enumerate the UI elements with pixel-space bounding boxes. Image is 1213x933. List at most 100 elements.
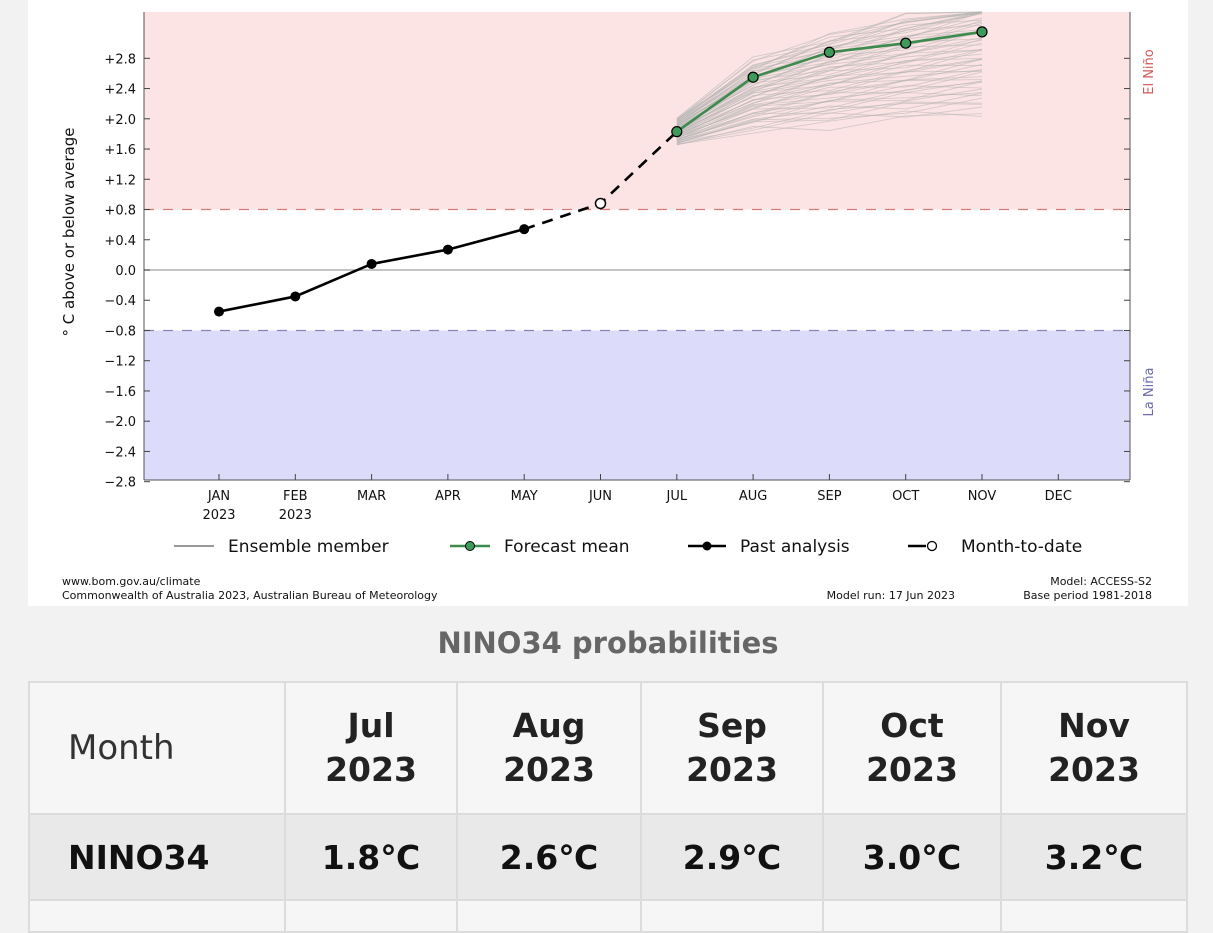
past-analysis-point xyxy=(442,244,453,255)
footer-base-period: Base period 1981-2018 xyxy=(1023,589,1152,602)
legend-label: Month-to-date xyxy=(961,537,1082,557)
y-tick-label: +0.4 xyxy=(104,234,136,249)
probabilities-title: NINO34 probabilities xyxy=(437,626,779,660)
empty-cell xyxy=(822,899,1002,933)
chart-panel: +2.8 +2.4 +2.0 +1.6 +1.2 +0.8 +0.4 0.0 −0.4 −0.8 −… xyxy=(28,0,1188,606)
past-analysis-point xyxy=(519,224,530,235)
ensemble-member-line xyxy=(676,11,983,120)
empty-cell xyxy=(284,899,458,933)
value-jul: 1.8℃ xyxy=(284,813,458,901)
legend-forecast-marker xyxy=(465,541,475,551)
y-tick-label: +0.8 xyxy=(104,204,136,219)
month-to-date-point xyxy=(594,197,607,210)
legend-label: Forecast mean xyxy=(504,537,630,557)
y-tick-label: +2.4 xyxy=(104,83,136,98)
nino34-row-label: NINO34 xyxy=(28,813,286,901)
past-analysis-point xyxy=(214,306,224,317)
table-row: NINO34 1.8℃ 2.6℃ 2.9℃ 3.0℃ 3.2℃ xyxy=(28,813,1188,901)
value-nov: 3.2℃ xyxy=(1000,813,1188,901)
value-aug: 2.6℃ xyxy=(456,813,642,901)
x-tick-label: MAY xyxy=(511,489,538,504)
la-nina-region xyxy=(144,330,1130,480)
value-oct: 3.0℃ xyxy=(822,813,1002,901)
y-tick-label: +1.6 xyxy=(104,143,136,158)
col-header-nov: Nov 2023 xyxy=(1000,681,1188,815)
ensemble-member-line xyxy=(676,71,983,140)
x-tick-label: APR xyxy=(435,489,461,504)
ensemble-member-line xyxy=(676,53,983,134)
footer-model: Model: ACCESS-S2 xyxy=(1050,575,1152,588)
x-tick-label: SEP xyxy=(817,489,841,504)
legend-label: Past analysis xyxy=(740,537,850,557)
probabilities-table: Month Jul 2023 Aug 2023 Sep 2023 Oct 2023 No… xyxy=(28,681,1188,933)
y-tick-label: −2.8 xyxy=(104,476,136,491)
col-header-oct: Oct 2023 xyxy=(822,681,1002,815)
ensemble-member-line xyxy=(676,11,983,119)
y-tick-label: −1.6 xyxy=(104,385,136,400)
y-tick-label: +2.0 xyxy=(104,113,136,128)
empty-cell xyxy=(640,899,824,933)
legend-past-marker xyxy=(702,541,712,551)
past-analysis-point xyxy=(366,258,377,269)
x-tick-label: NOV xyxy=(968,489,997,504)
forecast-mean-point xyxy=(976,26,988,38)
ensemble-member-line xyxy=(676,11,983,120)
nino34-forecast-chart: +2.8 +2.4 +2.0 +1.6 +1.2 +0.8 +0.4 0.0 −0.4 −0.8 −… xyxy=(60,11,1157,602)
table-header-row: Month Jul 2023 Aug 2023 Sep 2023 Oct 2023 No… xyxy=(28,681,1188,815)
footer-copyright: Commonwealth of Australia 2023, Australi… xyxy=(62,589,438,602)
y-axis-label: ° C above or below average xyxy=(60,128,78,337)
y-tick-label: −2.0 xyxy=(104,415,136,430)
la-nina-label: La Niña xyxy=(1142,368,1157,417)
x-tick-label: FEB xyxy=(283,489,308,504)
y-tick-label: 0.0 xyxy=(115,264,136,279)
x-tick-year-label: 2023 xyxy=(279,508,312,523)
footer-site: www.bom.gov.au/climate xyxy=(62,575,201,588)
x-tick-label: JUN xyxy=(588,489,612,504)
x-tick-label: MAR xyxy=(357,489,386,504)
y-tick-label: +2.8 xyxy=(104,52,136,67)
y-tick-label: +1.2 xyxy=(104,173,136,188)
forecast-mean-point xyxy=(823,46,836,58)
el-nino-label: El Niño xyxy=(1142,49,1157,95)
y-tick-label: −0.8 xyxy=(104,324,136,339)
ensemble-member-line xyxy=(676,42,983,133)
el-nino-region xyxy=(144,12,1130,210)
y-tick-label: −1.2 xyxy=(104,355,136,370)
empty-cell xyxy=(28,899,286,933)
y-tick-label: −0.4 xyxy=(104,294,136,309)
ensemble-member-line xyxy=(676,79,983,139)
ensemble-member-line xyxy=(676,80,983,140)
x-tick-label: JUL xyxy=(666,489,688,504)
forecast-mean-point xyxy=(671,126,683,138)
past-analysis-point xyxy=(290,291,301,302)
x-tick-label: DEC xyxy=(1045,489,1072,504)
col-header-sep: Sep 2023 xyxy=(640,681,824,815)
x-tick-label: AUG xyxy=(739,489,767,504)
ensemble-member-line xyxy=(676,39,983,130)
empty-cell xyxy=(1000,899,1188,933)
ensemble-member-line xyxy=(676,70,983,137)
ensemble-member-line xyxy=(676,76,983,139)
forecast-mean-point xyxy=(900,37,912,49)
x-tick-label: JAN xyxy=(207,489,230,504)
ensemble-member-line xyxy=(676,58,983,136)
forecast-mean-point xyxy=(747,71,759,83)
month-header: Month xyxy=(28,681,286,815)
ensemble-member-line xyxy=(676,110,983,145)
empty-cell xyxy=(456,899,642,933)
x-tick-year-label: 2023 xyxy=(202,508,235,523)
legend-mtd-marker xyxy=(926,540,938,552)
y-tick-label: −2.4 xyxy=(104,445,136,460)
value-sep: 2.9℃ xyxy=(640,813,824,901)
ensemble-member-line xyxy=(676,92,983,142)
ensemble-member-line xyxy=(676,81,983,141)
ensemble-member-line xyxy=(676,88,983,143)
ensemble-member-line xyxy=(676,57,983,134)
table-row xyxy=(28,899,1188,933)
footer-model-run: Model run: 17 Jun 2023 xyxy=(827,589,955,602)
x-tick-label: OCT xyxy=(892,489,919,504)
col-header-jul: Jul 2023 xyxy=(284,681,458,815)
col-header-aug: Aug 2023 xyxy=(456,681,642,815)
ensemble-member-line xyxy=(676,11,983,122)
legend-label: Ensemble member xyxy=(228,537,389,557)
